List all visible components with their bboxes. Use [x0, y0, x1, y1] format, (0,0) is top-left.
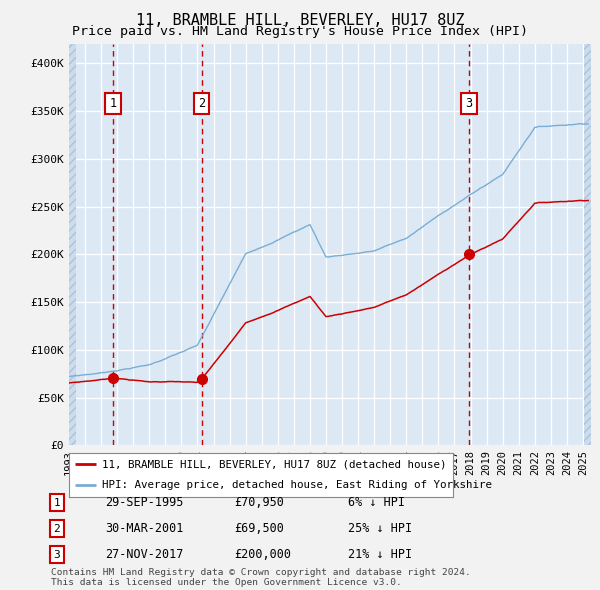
- Text: 25% ↓ HPI: 25% ↓ HPI: [348, 522, 412, 535]
- Text: 1: 1: [53, 498, 61, 507]
- Text: £200,000: £200,000: [234, 548, 291, 561]
- Text: 1: 1: [110, 97, 117, 110]
- Text: 11, BRAMBLE HILL, BEVERLEY, HU17 8UZ: 11, BRAMBLE HILL, BEVERLEY, HU17 8UZ: [136, 13, 464, 28]
- Text: 6% ↓ HPI: 6% ↓ HPI: [348, 496, 405, 509]
- Text: 29-SEP-1995: 29-SEP-1995: [105, 496, 184, 509]
- Text: £69,500: £69,500: [234, 522, 284, 535]
- Text: 11, BRAMBLE HILL, BEVERLEY, HU17 8UZ (detached house): 11, BRAMBLE HILL, BEVERLEY, HU17 8UZ (de…: [101, 460, 446, 470]
- Bar: [69, 44, 76, 445]
- Bar: [584, 44, 592, 445]
- Text: 2: 2: [198, 97, 205, 110]
- Bar: [584, 44, 592, 445]
- Text: 2: 2: [53, 524, 61, 533]
- Text: 3: 3: [53, 550, 61, 559]
- Text: HPI: Average price, detached house, East Riding of Yorkshire: HPI: Average price, detached house, East…: [101, 480, 491, 490]
- Text: 21% ↓ HPI: 21% ↓ HPI: [348, 548, 412, 561]
- Text: £70,950: £70,950: [234, 496, 284, 509]
- Text: 3: 3: [466, 97, 472, 110]
- Text: Price paid vs. HM Land Registry's House Price Index (HPI): Price paid vs. HM Land Registry's House …: [72, 25, 528, 38]
- Bar: [69, 44, 76, 445]
- Text: Contains HM Land Registry data © Crown copyright and database right 2024.
This d: Contains HM Land Registry data © Crown c…: [51, 568, 471, 587]
- Text: 30-MAR-2001: 30-MAR-2001: [105, 522, 184, 535]
- Text: 27-NOV-2017: 27-NOV-2017: [105, 548, 184, 561]
